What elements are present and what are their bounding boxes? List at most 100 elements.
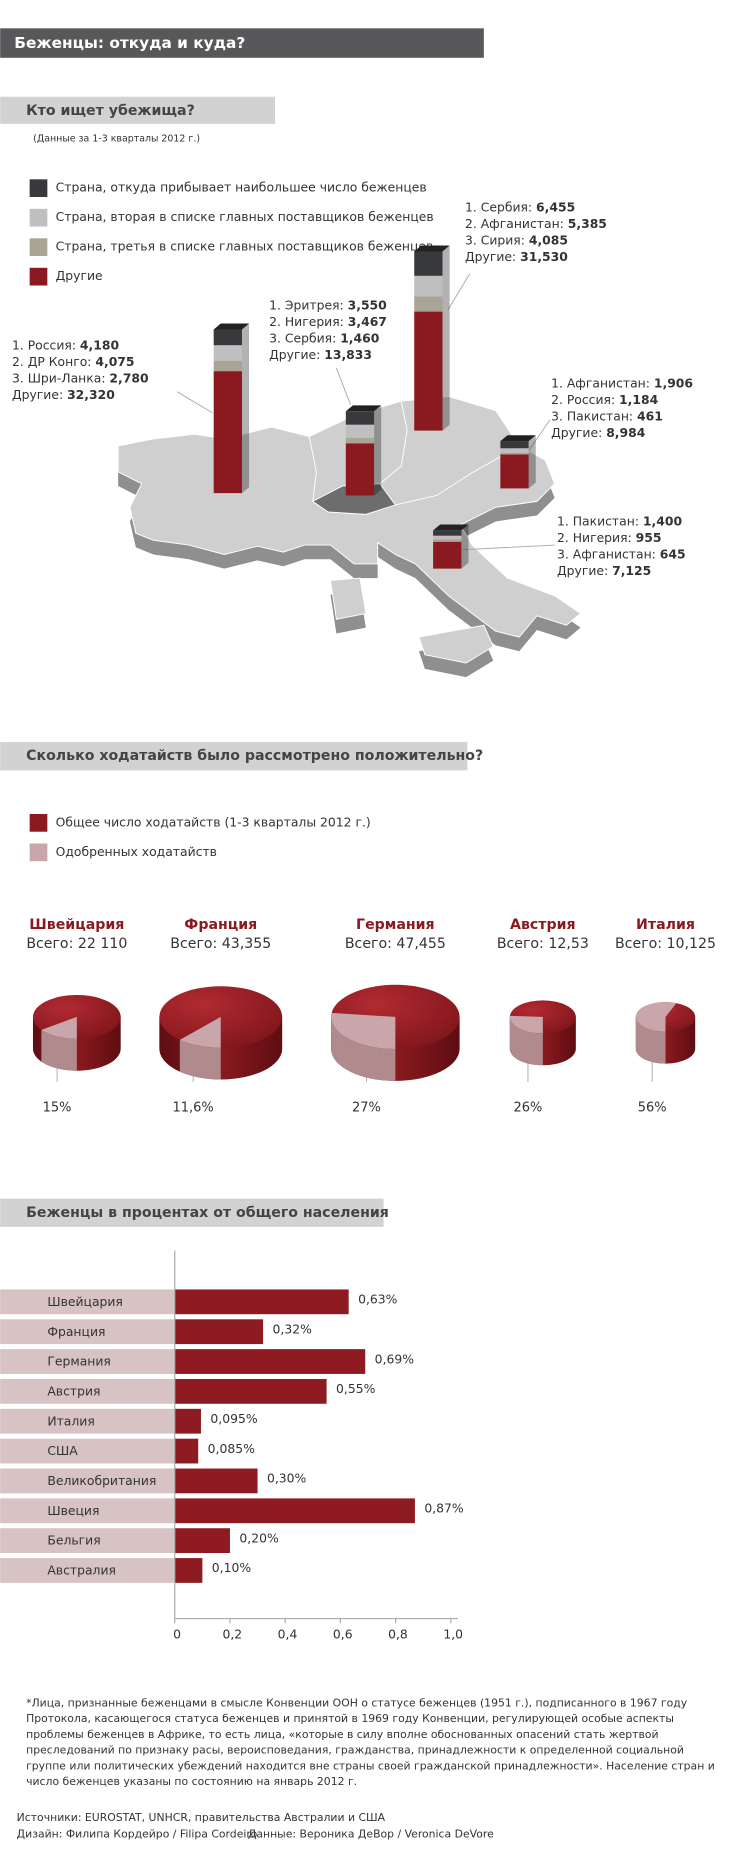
- x-tick-label: 0: [173, 1628, 181, 1642]
- bar: [174, 1468, 258, 1494]
- label-name: 3. Шри-Ланка:: [12, 371, 106, 385]
- bar: [174, 1528, 230, 1553]
- bar-segment: [500, 452, 529, 455]
- category-label: Германия: [47, 1355, 111, 1369]
- bar: [174, 1349, 366, 1374]
- legend-label: Страна, третья в списке главных поставщи…: [56, 240, 434, 254]
- footnote-line: группе или политических убеждений находи…: [26, 1759, 715, 1772]
- bar-segment: [433, 539, 462, 542]
- value-label: 0,30%: [267, 1472, 307, 1486]
- leader-line: [176, 391, 213, 414]
- value-label: 0,69%: [375, 1352, 415, 1366]
- leader-line: [448, 273, 471, 310]
- total-label: Всего: 10,125: [615, 936, 716, 952]
- bar-segment: [500, 448, 529, 453]
- row-label-bg: [0, 1289, 175, 1315]
- row-label-bg: [0, 1468, 175, 1494]
- bar-side: [442, 245, 450, 431]
- data-label: 1. Эритрея: 3,550: [269, 298, 387, 312]
- label-name: 1. Россия:: [12, 338, 76, 352]
- section-title: Кто ищет убежища?: [26, 103, 195, 119]
- data-label: 2. ДР Конго: 4,075: [12, 355, 135, 369]
- leader-line: [462, 544, 555, 551]
- footnote-line: *Лица, признанные беженцами в смысле Кон…: [26, 1697, 688, 1710]
- label-value: 4,085: [529, 233, 568, 247]
- label-value: 4,075: [95, 355, 134, 369]
- bar-cap: [213, 323, 250, 330]
- footnote-line: число беженцев указаны по состоянию на я…: [26, 1775, 357, 1788]
- row-label-bg: [0, 1528, 175, 1553]
- bar: [174, 1498, 415, 1524]
- percent-label: 11,6%: [173, 1100, 214, 1115]
- country-name: Австрия: [510, 917, 576, 933]
- label-value: 6,455: [536, 200, 575, 214]
- footnote-line: Протокола, касающегося статуса беженцев …: [26, 1712, 674, 1725]
- bar-segment: [414, 311, 443, 431]
- percent-label: 15%: [43, 1100, 72, 1115]
- category-label: Италия: [47, 1414, 94, 1428]
- label-value: 3,467: [348, 315, 387, 329]
- bar-side: [241, 323, 250, 494]
- label-name: 3. Сирия:: [465, 233, 525, 247]
- approved-wedge: [331, 1012, 396, 1050]
- bar-segment: [345, 437, 375, 444]
- total-label: Всего: 47,455: [345, 936, 446, 952]
- data-label: 1. Сербия: 6,455: [465, 200, 575, 214]
- header-bar: [0, 28, 484, 58]
- bar-cap: [433, 524, 469, 531]
- x-tick-label: 1,0: [443, 1628, 463, 1642]
- section-bar: [0, 1198, 384, 1227]
- bar-segment: [414, 275, 443, 297]
- value-label: 0,085%: [208, 1442, 255, 1456]
- category-label: Австралия: [47, 1564, 116, 1578]
- bar: [174, 1438, 199, 1464]
- value-label: 0,55%: [336, 1382, 376, 1396]
- legend-swatch: [29, 267, 48, 286]
- x-tick-label: 0,2: [222, 1628, 242, 1642]
- bar-segment: [433, 541, 462, 569]
- label-name: 1. Сербия:: [465, 200, 532, 214]
- label-value: 32,320: [67, 388, 115, 402]
- approved-wedge-side: [41, 1029, 77, 1071]
- credit: Данные: Вероника ДеВор / Veronica DeVore: [248, 1827, 494, 1840]
- section-title: Сколько ходатайств было рассмотрено поло…: [26, 748, 483, 764]
- bar: [174, 1408, 201, 1434]
- bar-cap: [414, 245, 450, 252]
- country-name: Германия: [356, 917, 435, 933]
- row-label-bg: [0, 1498, 175, 1524]
- data-label: 3. Афганистан: 645: [557, 547, 686, 561]
- footnote-line: преследований по признаку расы, вероиспо…: [26, 1744, 684, 1757]
- label-name: Другие:: [12, 388, 63, 402]
- label-value: 31,530: [520, 250, 568, 264]
- label-value: 7,125: [612, 563, 651, 577]
- percent-label: 27%: [352, 1100, 381, 1115]
- approved-wedge-side: [179, 1039, 221, 1080]
- label-value: 1,906: [654, 376, 693, 390]
- data-label: Другие: 7,125: [557, 563, 651, 577]
- data-label: 2. Россия: 1,184: [551, 392, 659, 406]
- footnote-line: проблемы беженцев в Африке, то есть лица…: [26, 1728, 658, 1741]
- data-label: 1. Пакистан: 1,400: [557, 514, 682, 528]
- data-label: 2. Нигерия: 3,467: [269, 315, 387, 329]
- label-value: 13,833: [324, 348, 372, 362]
- page-title: Беженцы: откуда и куда?: [14, 34, 245, 52]
- data-label: 3. Шри-Ланка: 2,780: [12, 371, 149, 385]
- data-label: 3. Сербия: 1,460: [269, 331, 380, 345]
- total-label: Всего: 22 110: [26, 936, 127, 952]
- bar-segment: [433, 535, 462, 540]
- bar: [174, 1319, 264, 1345]
- legend-swatch: [29, 208, 48, 227]
- data-label: 2. Нигерия: 955: [557, 530, 661, 544]
- approved-wedge: [179, 1016, 221, 1048]
- value-label: 0,10%: [212, 1561, 252, 1575]
- label-name: 1. Афганистан:: [551, 376, 650, 390]
- label-name: Другие:: [269, 348, 320, 362]
- value-label: 0,63%: [358, 1293, 398, 1307]
- value-label: 0,20%: [239, 1531, 279, 1545]
- data-label: Другие: 32,320: [12, 388, 115, 402]
- sources: Источники: EUROSTAT, UNHCR, правительств…: [17, 1811, 386, 1824]
- category-label: Великобритания: [47, 1474, 156, 1488]
- approved-wedge: [41, 1016, 77, 1039]
- bar-side: [461, 524, 469, 569]
